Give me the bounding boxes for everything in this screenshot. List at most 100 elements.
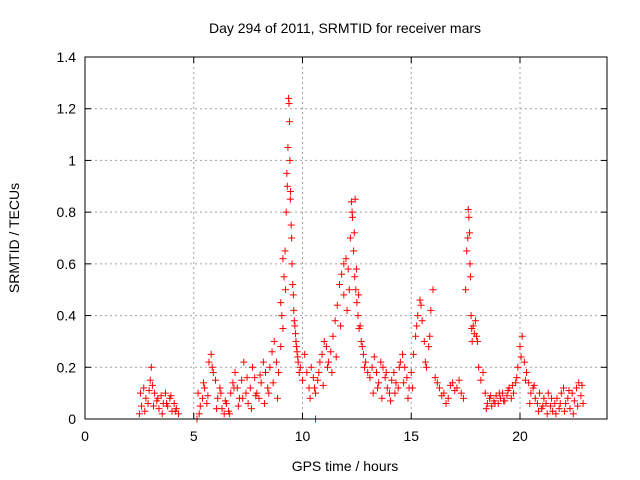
data-point [369, 389, 377, 397]
data-point [523, 368, 531, 376]
data-point [383, 384, 391, 392]
data-point [231, 368, 239, 376]
data-point [566, 405, 574, 413]
data-point [378, 394, 386, 402]
data-point [142, 394, 150, 402]
data-point [390, 368, 398, 376]
data-point [324, 363, 332, 371]
data-point [407, 368, 415, 376]
data-point [155, 405, 163, 413]
data-point [534, 407, 542, 415]
data-point [370, 353, 378, 361]
data-point [309, 374, 317, 382]
data-point [196, 402, 204, 410]
data-point [500, 397, 508, 405]
data-point [292, 330, 300, 338]
data-point [475, 363, 483, 371]
data-point [561, 407, 569, 415]
data-point [213, 405, 221, 413]
data-point [427, 306, 435, 314]
data-point [266, 363, 274, 371]
data-point [366, 374, 374, 382]
data-point [269, 379, 277, 387]
data-point [360, 363, 368, 371]
data-point [295, 368, 303, 376]
data-point [387, 397, 395, 405]
data-point [357, 337, 365, 345]
data-point [513, 374, 521, 382]
data-point [239, 394, 247, 402]
data-point [351, 195, 359, 203]
data-point [463, 247, 471, 255]
data-point [262, 368, 270, 376]
data-point [457, 389, 465, 397]
y-axis-label: SRMTID / TECUs [6, 183, 22, 293]
data-point [151, 389, 159, 397]
data-point [577, 392, 585, 400]
data-point [491, 399, 499, 407]
data-point [359, 350, 367, 358]
data-point [446, 381, 454, 389]
data-point [455, 376, 463, 384]
data-point [543, 410, 551, 418]
data-point [353, 299, 361, 307]
data-point [399, 350, 407, 358]
data-point [394, 384, 402, 392]
data-point [342, 255, 350, 263]
data-point [518, 332, 526, 340]
data-point [148, 381, 156, 389]
data-point [514, 363, 522, 371]
data-point [316, 358, 324, 366]
data-point [508, 381, 516, 389]
data-point [420, 337, 428, 345]
data-point [285, 118, 293, 126]
data-point [318, 350, 326, 358]
data-point [335, 281, 343, 289]
data-point [290, 317, 298, 325]
data-point [329, 332, 337, 340]
data-point [374, 384, 382, 392]
data-point [465, 213, 473, 221]
data-point [247, 405, 255, 413]
data-point [252, 392, 260, 400]
data-point [533, 399, 541, 407]
data-point [312, 389, 320, 397]
data-point [526, 399, 534, 407]
data-point [483, 399, 491, 407]
data-point [388, 376, 396, 384]
data-point [314, 376, 322, 384]
x-axis-label: GPS time / hours [292, 458, 399, 474]
data-point [552, 410, 560, 418]
data-point [294, 353, 302, 361]
y-tick-label: 1.2 [57, 101, 77, 117]
data-point [356, 322, 364, 330]
data-point [560, 384, 567, 392]
y-tick-label: 0.6 [57, 256, 77, 272]
data-point [368, 363, 376, 371]
x-tick-label: 5 [190, 428, 198, 444]
data-point [578, 381, 586, 389]
data-point [331, 317, 339, 325]
data-point [287, 187, 295, 195]
data-point [145, 387, 153, 395]
y-tick-label: 1.4 [57, 49, 77, 65]
data-point [555, 405, 563, 413]
data-point [392, 379, 400, 387]
data-point [546, 402, 554, 410]
data-point [464, 234, 472, 242]
data-point [242, 389, 250, 397]
data-point [216, 384, 224, 392]
data-point [277, 343, 285, 351]
data-point [212, 376, 219, 384]
data-point [348, 208, 356, 216]
data-point [444, 394, 452, 402]
data-point [246, 384, 254, 392]
data-point [256, 371, 264, 379]
data-point [275, 368, 283, 376]
data-point [516, 343, 524, 351]
y-tick-label: 0.2 [57, 359, 77, 375]
data-point [548, 394, 556, 402]
data-point [344, 265, 352, 273]
data-point [307, 363, 315, 371]
data-point [400, 379, 408, 387]
